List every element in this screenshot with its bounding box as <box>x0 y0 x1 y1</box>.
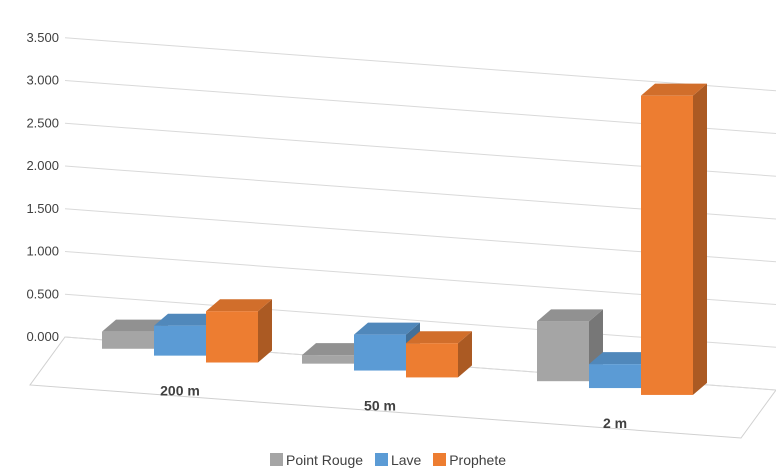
legend-swatch-lave <box>374 453 388 466</box>
bar <box>589 364 641 389</box>
y-tick-label: 1.000 <box>26 244 59 259</box>
bar <box>206 311 258 363</box>
legend-swatch-prophete <box>433 453 447 466</box>
bar <box>354 334 406 371</box>
bar-top <box>102 319 168 332</box>
legend-item-lave: Lave <box>374 452 422 468</box>
bar <box>641 95 693 395</box>
bar <box>154 325 206 356</box>
bar-top <box>406 331 472 344</box>
bar-side <box>693 83 707 395</box>
bar-side <box>458 331 472 378</box>
gridline <box>64 37 776 92</box>
bar <box>302 355 354 364</box>
bar-side <box>258 299 272 363</box>
x-category-label: 200 m <box>160 383 200 399</box>
legend: Point Rouge Lave Prophete <box>0 452 776 468</box>
bar-top <box>354 322 420 335</box>
y-tick-label: 2.500 <box>26 115 59 130</box>
legend-item-prophete: Prophete <box>433 452 506 468</box>
bar <box>406 343 458 378</box>
bar-top <box>206 299 272 312</box>
x-category-label: 50 m <box>364 397 396 413</box>
bar-top <box>537 309 603 322</box>
bar-top <box>589 352 655 365</box>
y-tick-label: 3.000 <box>26 73 59 88</box>
legend-label-point-rouge: Point Rouge <box>285 452 364 468</box>
bar <box>102 331 154 349</box>
legend-swatch-point-rouge <box>269 453 283 466</box>
bar-top <box>302 343 368 356</box>
legend-item-point-rouge: Point Rouge <box>269 452 364 468</box>
bar <box>537 321 589 382</box>
y-tick-label: 3.500 <box>26 30 59 45</box>
legend-label-lave: Lave <box>390 452 422 468</box>
legend-label-prophete: Prophete <box>449 452 507 468</box>
y-tick-label: 1.500 <box>26 201 59 216</box>
y-tick-label: 0.500 <box>26 286 59 301</box>
bar-top <box>154 313 220 326</box>
y-tick-label: 2.000 <box>26 158 59 173</box>
y-tick-label: 0.000 <box>26 329 59 344</box>
bar-top <box>641 83 707 96</box>
x-category-label: 2 m <box>603 415 627 431</box>
